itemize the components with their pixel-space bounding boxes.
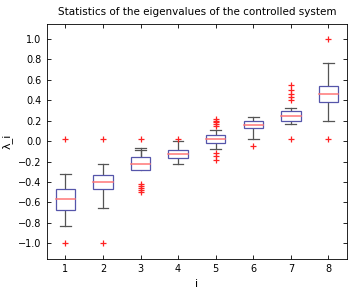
Bar [131,158,150,170]
Title: Statistics of the eigenvalues of the controlled system: Statistics of the eigenvalues of the con… [58,7,336,17]
Bar [55,189,75,210]
Bar [281,111,301,121]
Bar [93,175,113,189]
Bar [243,121,263,128]
Bar [168,150,188,158]
X-axis label: i: i [195,279,198,289]
Y-axis label: λ_i: λ_i [2,133,13,149]
Bar [319,86,338,102]
Bar [206,136,226,143]
